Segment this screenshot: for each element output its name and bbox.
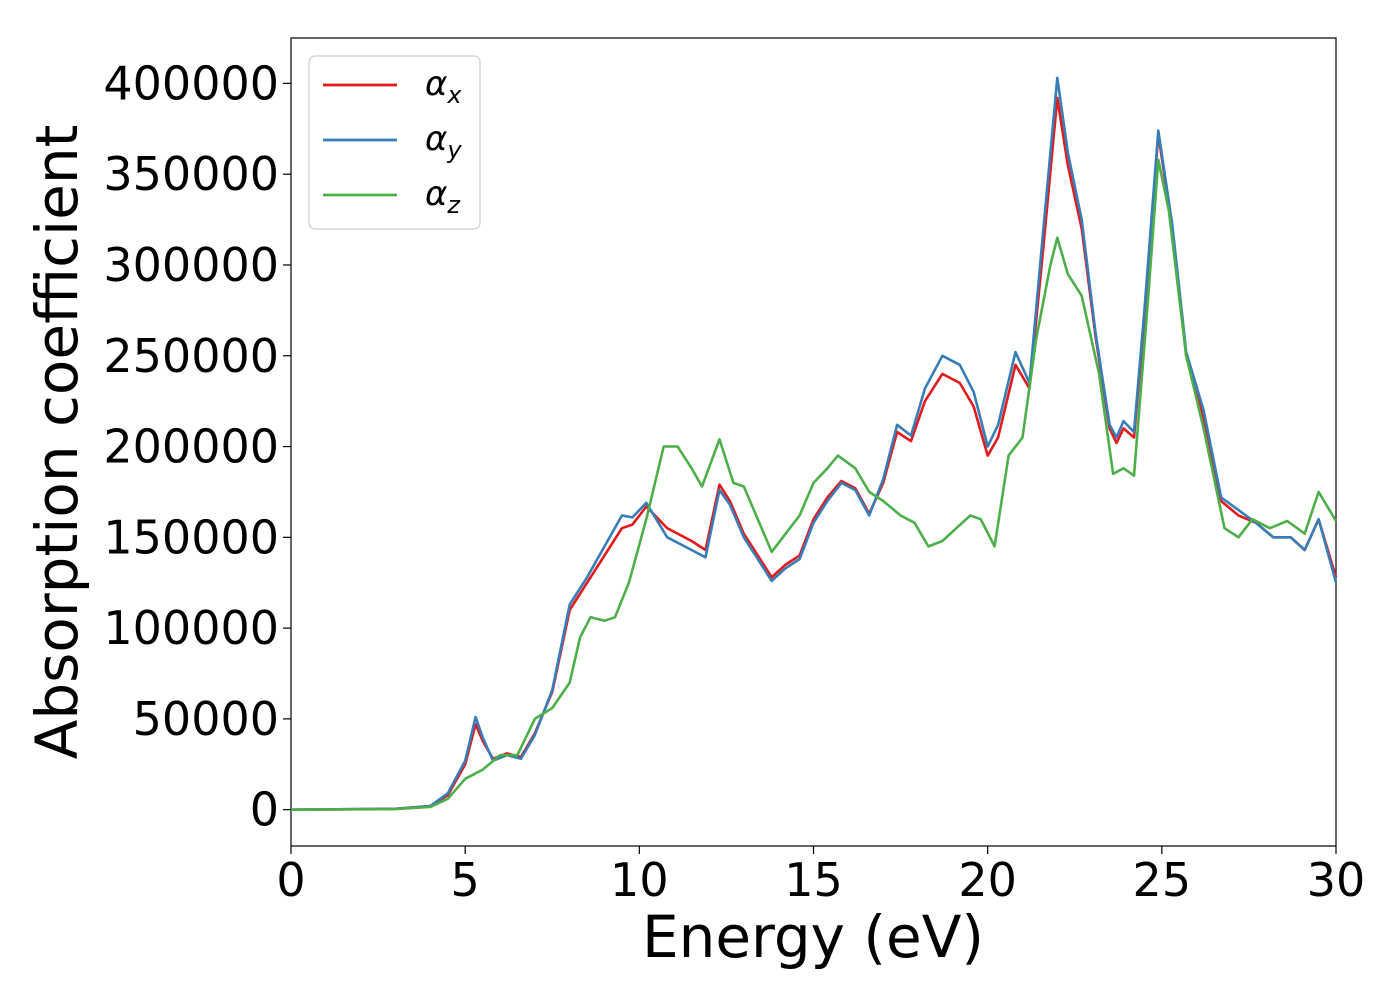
legend-frame: [308, 55, 481, 230]
x-tick-label: 5: [451, 853, 480, 907]
y-tick-label: 50000: [133, 692, 279, 746]
y-tick-label: 400000: [103, 56, 279, 110]
x-axis-label: Energy (eV): [642, 903, 984, 971]
series-line-z: [290, 158, 1338, 811]
series-layer: [290, 76, 1338, 811]
x-tick-label: 0: [276, 853, 305, 907]
y-tick-label: 300000: [103, 238, 279, 292]
y-tick-label: 0: [250, 783, 279, 837]
legend-label-z: αz: [425, 174, 461, 219]
legend: αx αy αz: [308, 55, 481, 230]
y-axis-label: Absorption coefficient: [23, 125, 91, 760]
x-tick-label: 30: [1307, 853, 1366, 907]
y-tick-label: 350000: [103, 147, 279, 201]
y-tick-label: 200000: [103, 420, 279, 474]
x-tick-label: 20: [958, 853, 1017, 907]
x-tick-label: 25: [1133, 853, 1192, 907]
y-tick-label: 250000: [103, 329, 279, 383]
legend-label-y: αy: [425, 119, 462, 164]
x-tick-label: 10: [610, 853, 669, 907]
x-tick-label: 15: [784, 853, 843, 907]
y-tick-label: 150000: [103, 510, 279, 564]
x-axis-ticks: 0 5 10 15 20 25 30: [276, 846, 1365, 907]
legend-label-x: αx: [425, 64, 462, 109]
y-axis-ticks: 0 50000 100000 150000 200000 250000 300000 3500…: [103, 56, 291, 837]
y-tick-label: 100000: [103, 601, 279, 655]
